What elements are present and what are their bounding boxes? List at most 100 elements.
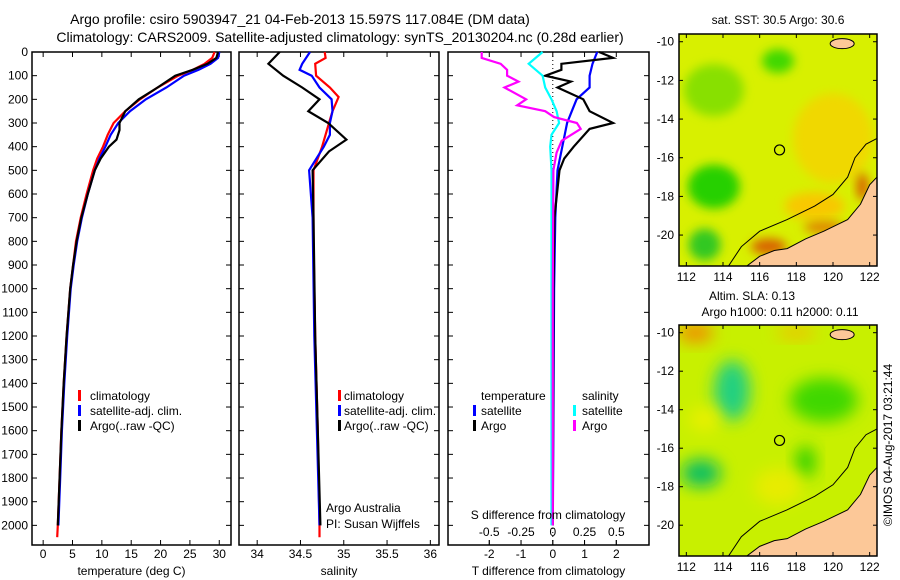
isobath-contour: [728, 428, 877, 556]
depth-tick-label: 400: [8, 140, 28, 154]
sst-map: 112 114 116 118 120 122 -10 -12 -14 -16 -18 -20: [657, 33, 880, 284]
map-anomaly-patch: [681, 459, 721, 488]
x-tick-label: -2: [484, 547, 495, 561]
map-anomaly-patch: [776, 326, 817, 339]
x-tick-label: 35.5: [375, 547, 399, 561]
annotation-pi-name: PI: Susan Wijffels: [326, 517, 420, 531]
legend-label-climatology: climatology: [344, 389, 404, 403]
temperature-panel: 0100200300400500600700800900100011001200…: [1, 45, 232, 578]
legend-label-salinity-argo: Argo: [582, 419, 608, 433]
depth-tick-label: 700: [8, 211, 28, 225]
lat-tick-label: -14: [657, 112, 675, 126]
map-anomaly-patch: [687, 164, 740, 209]
series-line-argo-raw-qc-: [56, 51, 220, 526]
figure-title-line1: Argo profile: csiro 5903947_21 04-Feb-20…: [70, 11, 530, 27]
s-difference-axis-label: S difference from climatology: [471, 508, 626, 522]
annotation-argo-australia: Argo Australia: [326, 501, 401, 515]
salinity-panel: 34 34.5 35 35.5 36 salinity: [238, 51, 440, 578]
depth-tick-label: 1200: [1, 329, 28, 343]
x-tick-label: 0: [549, 547, 556, 561]
sla-map-subtitle: Argo h1000: 0.11 h2000: 0.11: [701, 305, 858, 319]
x-tick-label: 34: [251, 547, 265, 561]
plot-frame: [238, 51, 440, 546]
lat-tick-label: -18: [657, 480, 675, 494]
legend-swatch-argo: [78, 420, 81, 431]
difference-legend: temperature satellite Argo salinity sate…: [473, 389, 623, 433]
depth-tick-label: 1300: [1, 353, 28, 367]
lon-tick-label: 120: [823, 560, 843, 574]
series-line-salinity-argo: [480, 52, 583, 526]
lat-tick-label: -12: [657, 364, 675, 378]
legend-swatch-satellite: [78, 405, 81, 416]
depth-tick-label: 500: [8, 163, 28, 177]
depth-tick-label: 1100: [2, 305, 28, 319]
map-anomaly-patch: [795, 445, 816, 478]
x-tick-label: -1: [516, 547, 527, 561]
depth-tick-label: 1600: [1, 424, 28, 438]
sla-map-title: Altim. SLA: 0.13: [709, 289, 795, 303]
depth-tick-label: 1800: [1, 471, 28, 485]
difference-panel: -2 -1 0 1 2 T difference from climatology -0.5…: [447, 50, 650, 578]
x-tick-label: 10: [95, 547, 109, 561]
lon-tick-label: 112: [677, 560, 696, 574]
legend-label-temperature-argo: Argo: [481, 419, 507, 433]
land-australia: [745, 466, 877, 556]
map-anomaly-patch: [762, 49, 794, 74]
legend-swatch-salinity-argo: [573, 420, 576, 431]
legend-swatch-climatology: [78, 390, 81, 401]
map-anomaly-patch: [688, 407, 721, 432]
legend-label-satellite: satellite-adj. clim.: [90, 404, 182, 418]
legend-label-temperature-satellite: satellite: [481, 404, 522, 418]
lon-tick-label: 116: [750, 560, 769, 574]
salinity-legend: climatology satellite-adj. clim. Argo(..…: [338, 389, 436, 433]
map-frame: [678, 33, 878, 267]
lon-tick-label: 120: [823, 270, 843, 284]
map-frame: [678, 324, 878, 557]
legend-label-salinity-satellite: satellite: [582, 404, 623, 418]
x-axis-label: temperature (deg C): [77, 564, 185, 578]
x-tick-label: 35: [337, 547, 351, 561]
land-island: [829, 329, 855, 341]
s-tick-label: 0.5: [608, 525, 625, 539]
depth-tick-label: 600: [8, 187, 28, 201]
x-tick-label: 34.5: [289, 547, 313, 561]
lat-tick-label: -14: [657, 403, 675, 417]
temperature-legend: climatology satellite-adj. clim. Argo(..…: [78, 389, 182, 433]
map-anomaly-patch: [793, 93, 873, 184]
copyright-timestamp: ©IMOS 04-Aug-2017 03:21:44: [881, 364, 895, 527]
s-tick-label: -0.25: [507, 525, 535, 539]
x-tick-label: 2: [613, 547, 620, 561]
lon-tick-label: 122: [860, 560, 880, 574]
x-tick-label: 25: [183, 547, 197, 561]
depth-tick-label: 1900: [1, 495, 28, 509]
lon-tick-label: 114: [713, 560, 732, 574]
depth-tick-label: 0: [21, 45, 28, 59]
series-line-argo-raw-qc-: [266, 51, 349, 526]
depth-tick-label: 900: [8, 258, 28, 272]
x-tick-label: 1: [581, 547, 588, 561]
s-tick-label: 0: [549, 525, 556, 539]
x-axis-label: salinity: [321, 564, 358, 578]
depth-tick-label: 1000: [1, 282, 28, 296]
legend-title-salinity: salinity: [582, 389, 619, 403]
x-tick-label: 20: [154, 547, 168, 561]
map-anomaly-patch: [789, 378, 858, 423]
legend-label-argo: Argo(..raw -QC): [344, 419, 429, 433]
legend-label-argo: Argo(..raw -QC): [90, 419, 175, 433]
lat-tick-label: -18: [657, 189, 675, 203]
land-island: [829, 38, 855, 50]
map-anomaly-patch: [679, 325, 714, 343]
series-line-satellite-adj-clim-: [57, 51, 221, 526]
argo-float-position-marker: [773, 434, 786, 447]
map-anomaly-patch: [754, 468, 802, 505]
series-line-temperature-argo: [541, 50, 618, 526]
lat-tick-label: -20: [657, 518, 675, 532]
legend-label-climatology: climatology: [90, 389, 150, 403]
lat-tick-label: -10: [657, 35, 675, 49]
s-tick-label: 0.25: [573, 525, 597, 539]
lon-tick-label: 118: [787, 270, 806, 284]
figure-title-line2: Climatology: CARS2009. Satellite-adjuste…: [56, 29, 623, 45]
lat-tick-label: -16: [657, 151, 675, 165]
legend-swatch-temperature-argo: [473, 420, 476, 431]
